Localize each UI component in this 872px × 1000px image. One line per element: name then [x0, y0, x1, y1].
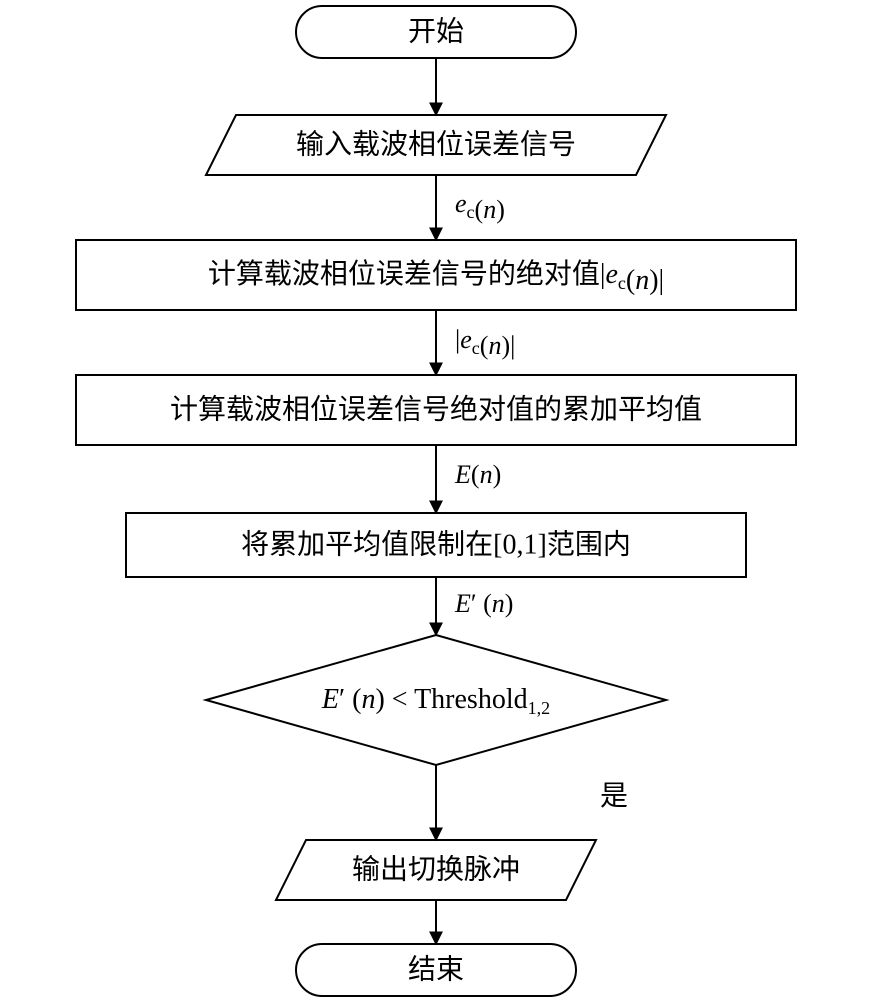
edge-label: E(n): [454, 460, 501, 489]
edge-label: E′ (n): [454, 589, 513, 618]
node-output: 输出切换脉冲: [276, 840, 596, 900]
node-clamp: 将累加平均值限制在[0,1]范围内: [126, 513, 746, 577]
node-label: 结束: [408, 953, 464, 985]
node-label: 输入载波相位误差信号: [296, 128, 576, 160]
node-abs: 计算载波相位误差信号的绝对值|ec(n)|: [76, 240, 796, 310]
node-start: 开始: [296, 6, 576, 58]
edge-label: ec(n): [455, 189, 505, 224]
flowchart: 开始输入载波相位误差信号计算载波相位误差信号的绝对值|ec(n)| 计算载波相位误…: [0, 0, 872, 1000]
node-end: 结束: [296, 944, 576, 996]
node-avg: 计算载波相位误差信号绝对值的累加平均值: [76, 375, 796, 445]
node-decide: E′ (n) < Threshold1,2: [206, 635, 666, 765]
node-label: 输出切换脉冲: [352, 853, 520, 885]
edge-label: |ec(n)|: [455, 325, 515, 360]
node-label: 计算载波相位误差信号绝对值的累加平均值: [170, 393, 702, 425]
node-label: 开始: [408, 15, 464, 47]
node-label: E′ (n) < Threshold1,2: [321, 684, 550, 718]
node-label: 将累加平均值限制在[0,1]范围内: [241, 528, 631, 560]
edge-side-label: 是: [600, 781, 628, 812]
node-input: 输入载波相位误差信号: [206, 115, 666, 175]
